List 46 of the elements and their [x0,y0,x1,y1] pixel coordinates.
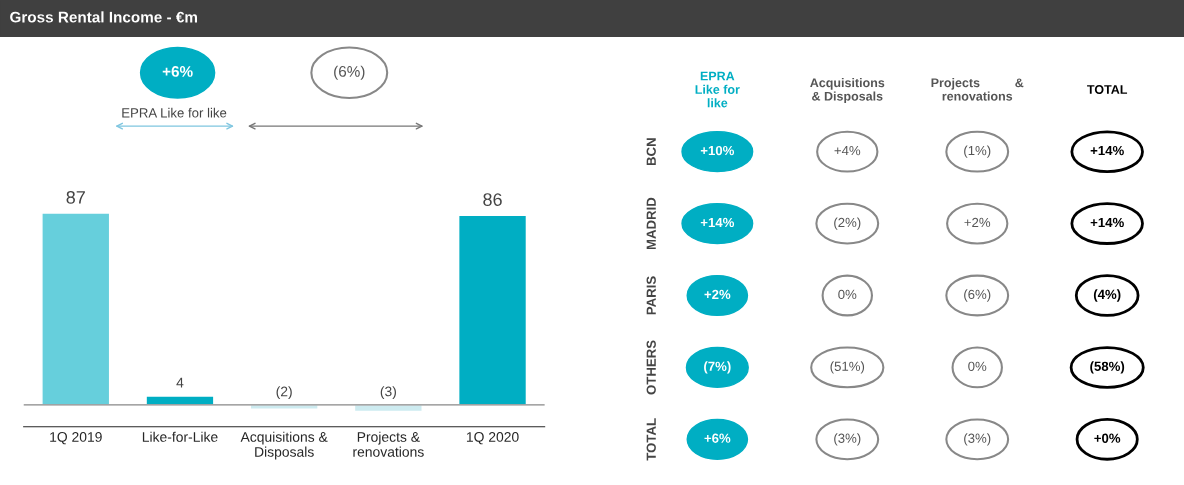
data-label: 87 [66,190,85,204]
text: +6% [162,66,193,77]
text: +4% [834,145,861,156]
text: 0% [968,361,987,371]
x-tick-label: Projects & renovations [353,431,424,457]
text: +14% [700,217,735,228]
text: (3%) [834,433,861,446]
text: (3%) [964,433,991,446]
x-tick-label: 1Q 2020 [466,432,519,445]
category-label: TOTAL [1087,85,1128,94]
bar [145,395,215,406]
text: EPRA Like for like [122,107,227,118]
category-label: PARIS [646,276,656,315]
data-label: 86 [483,193,502,206]
category-label: TOTAL [646,418,656,461]
data-label: 4 [176,377,184,388]
text: (2%) [834,217,861,230]
x-tick-label: Acquisitions & Disposals [240,431,328,460]
data-label: (2) [276,386,292,400]
text: (1%) [964,145,991,158]
text: +14% [1090,145,1124,156]
x-tick-label: Like-for-Like [142,431,218,442]
text: 0% [838,289,857,300]
category-label: EPRA Like for like [695,71,740,108]
bar [41,212,111,406]
category-label: MADRID [646,197,656,250]
text: +6% [704,433,731,443]
text: (6%) [334,65,365,80]
data-label: (3) [380,386,396,400]
text: (51%) [830,361,865,374]
chart-title: Gross Rental Income - €m [10,11,198,23]
x-tick-label: 1Q 2019 [50,432,102,445]
text: (4%) [1093,289,1121,302]
text: +2% [964,217,991,228]
text: (6%) [964,289,991,302]
text: +0% [1094,433,1121,443]
text: (7%) [704,361,731,374]
text: +10% [700,145,735,156]
category-label: Acquisitions & Disposals [810,78,885,104]
text: (58%) [1090,361,1125,374]
category-label: OTHERS [646,340,656,395]
bar [457,214,528,406]
text: +14% [1090,217,1124,228]
text: +2% [704,289,731,300]
category-label: Projects & renovations [931,78,1024,101]
category-label: BCN [646,138,656,166]
